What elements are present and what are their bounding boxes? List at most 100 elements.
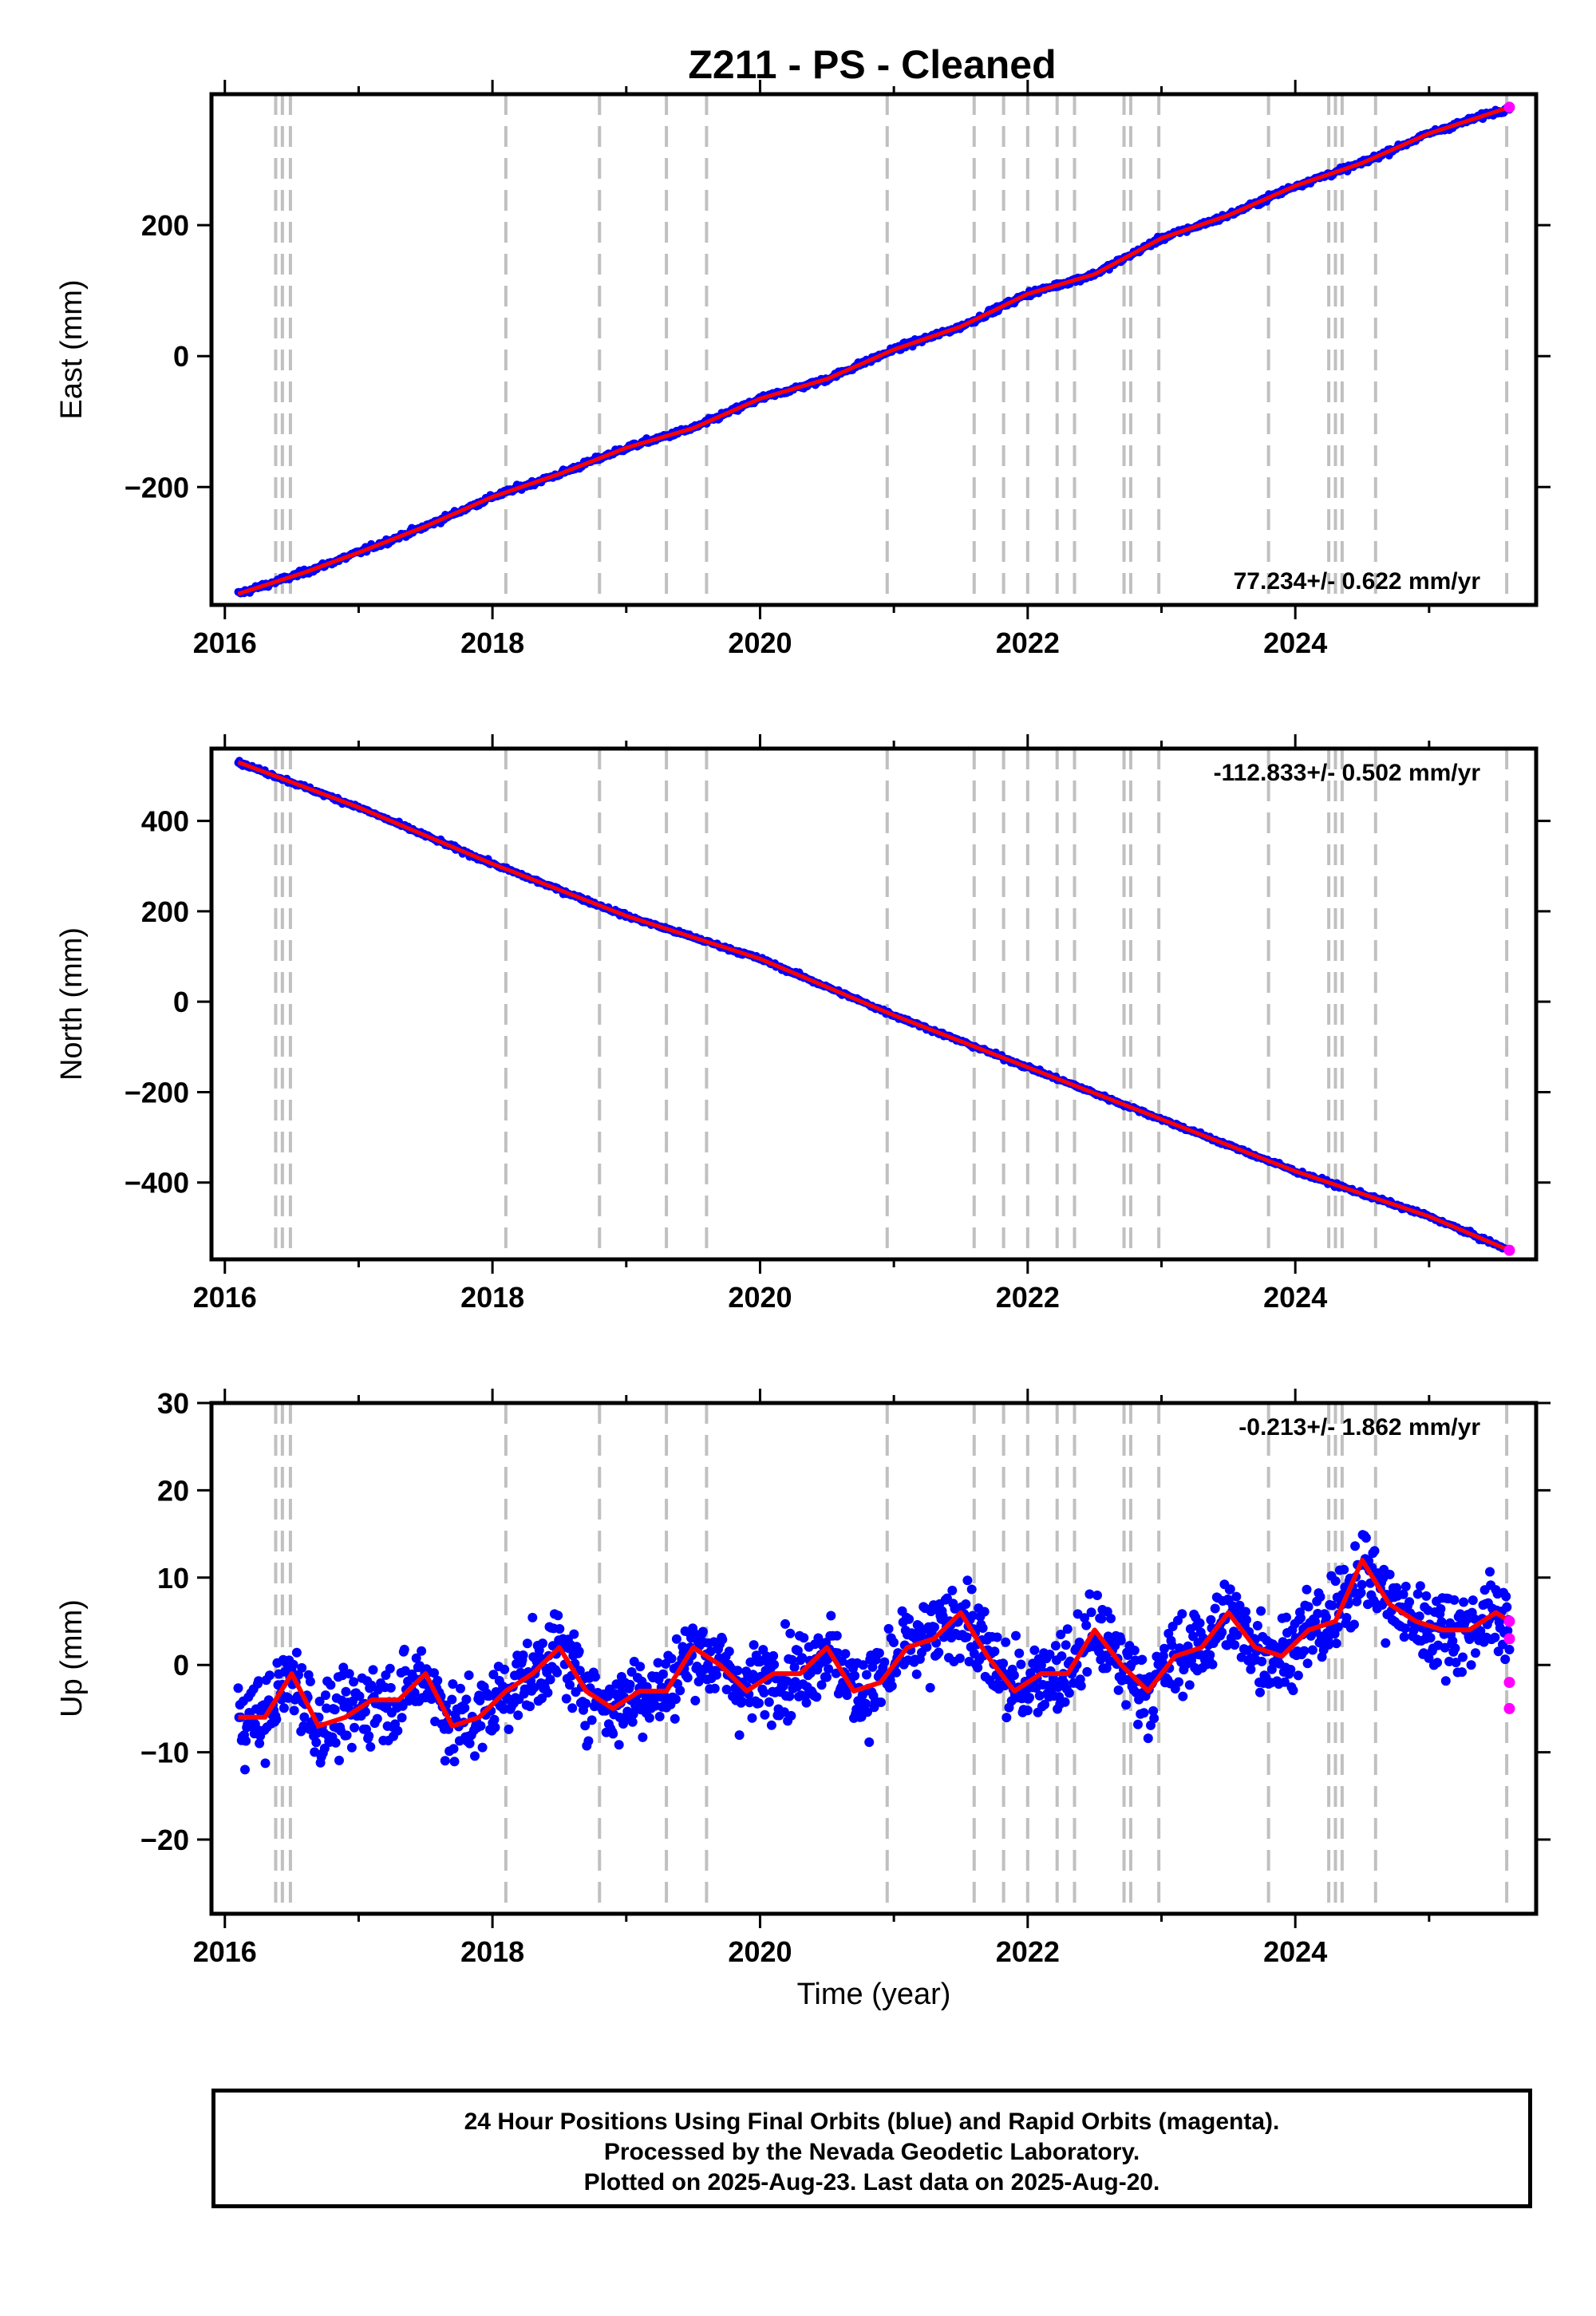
data-point <box>979 1607 990 1617</box>
data-point <box>366 1680 377 1690</box>
rapid-orbit-point <box>1503 1702 1515 1714</box>
x-tick-label: 2018 <box>460 1281 524 1314</box>
data-point <box>583 1736 594 1746</box>
data-point <box>1279 1677 1290 1687</box>
y-tick-label: −400 <box>124 1167 189 1199</box>
data-point <box>326 1680 336 1690</box>
data-point <box>670 1713 680 1724</box>
data-point <box>978 1623 988 1633</box>
data-point <box>580 1721 591 1731</box>
data-point <box>824 1664 834 1674</box>
data-point <box>535 1653 545 1663</box>
data-point <box>297 1662 307 1673</box>
x-tick-label: 2016 <box>193 1281 257 1314</box>
data-point <box>785 1628 796 1638</box>
data-point <box>1504 1645 1515 1654</box>
data-point <box>682 1673 693 1683</box>
data-point <box>447 1694 457 1705</box>
data-point <box>1009 1670 1019 1681</box>
data-point <box>1174 1677 1183 1687</box>
data-point <box>911 1669 922 1679</box>
data-point <box>1310 1616 1321 1626</box>
data-point <box>385 1663 395 1674</box>
data-point <box>1086 1607 1096 1618</box>
data-point <box>998 1658 1009 1669</box>
data-point <box>1288 1686 1298 1696</box>
data-point <box>614 1740 624 1750</box>
data-point <box>1210 1603 1220 1614</box>
x-tick-label: 2020 <box>728 1281 792 1314</box>
data-point <box>288 1659 298 1670</box>
data-point <box>608 1729 618 1739</box>
data-point <box>1040 1699 1050 1709</box>
data-point <box>417 1646 427 1656</box>
data-point <box>1432 1658 1443 1668</box>
data-point <box>1074 1637 1084 1647</box>
rapid-orbit-point <box>1503 1633 1515 1645</box>
data-point <box>1025 1693 1034 1703</box>
data-point <box>464 1670 474 1681</box>
x-tick-label: 2018 <box>460 1935 524 1968</box>
data-point <box>947 1585 958 1595</box>
data-point <box>721 1685 732 1694</box>
data-point <box>638 1732 648 1742</box>
data-point <box>1029 1645 1040 1655</box>
data-point <box>889 1638 899 1647</box>
data-point <box>1503 1626 1513 1636</box>
data-point <box>1330 1576 1341 1587</box>
data-point <box>488 1670 499 1680</box>
data-point <box>1398 1589 1408 1599</box>
data-point <box>689 1628 700 1638</box>
data-point <box>1451 1658 1461 1668</box>
data-point <box>476 1721 486 1731</box>
data-point <box>690 1695 701 1705</box>
data-point <box>904 1614 915 1624</box>
data-point <box>1412 1589 1423 1599</box>
data-point <box>842 1690 852 1701</box>
x-axis-label: Time (year) <box>797 1978 951 2011</box>
data-point <box>1001 1713 1012 1723</box>
data-point <box>1255 1687 1265 1697</box>
data-point <box>1410 1622 1420 1633</box>
data-point <box>537 1694 547 1704</box>
data-point <box>862 1670 871 1680</box>
data-point <box>429 1668 439 1678</box>
footer-line-2: Processed by the Nevada Geodetic Laborat… <box>603 2139 1140 2165</box>
x-tick-label: 2022 <box>996 1935 1060 1968</box>
data-point <box>1084 1589 1095 1599</box>
data-point <box>365 1741 376 1752</box>
data-point <box>1466 1660 1476 1670</box>
data-point <box>930 1622 939 1632</box>
data-point <box>922 1642 932 1652</box>
data-point <box>1324 1639 1334 1650</box>
y-tick-label: 200 <box>141 209 189 242</box>
data-point <box>1331 1638 1341 1649</box>
up-final-orbit-points <box>233 1530 1515 1775</box>
data-point <box>330 1737 341 1748</box>
data-point <box>863 1707 872 1717</box>
data-point <box>1133 1719 1143 1729</box>
data-point <box>338 1662 349 1673</box>
data-point <box>346 1742 357 1753</box>
data-point <box>658 1669 668 1679</box>
data-point <box>832 1648 843 1658</box>
data-point <box>813 1633 824 1643</box>
data-point <box>470 1751 480 1761</box>
data-point <box>831 1668 841 1678</box>
y-tick-label: 10 <box>157 1562 189 1595</box>
y-tick-label: 0 <box>173 340 189 373</box>
data-point <box>522 1638 532 1649</box>
y-tick-label: 20 <box>157 1474 189 1507</box>
data-point <box>867 1662 878 1672</box>
y-tick-label: −200 <box>124 1076 189 1109</box>
data-point <box>321 1690 330 1701</box>
data-point <box>1057 1651 1067 1662</box>
data-point <box>876 1697 886 1707</box>
data-point <box>1205 1650 1215 1660</box>
data-point <box>399 1644 409 1654</box>
data-point <box>1056 1630 1066 1639</box>
data-point <box>1501 1591 1511 1602</box>
data-point <box>1106 1614 1116 1623</box>
data-point <box>1242 1614 1251 1625</box>
data-point <box>1282 1612 1291 1622</box>
